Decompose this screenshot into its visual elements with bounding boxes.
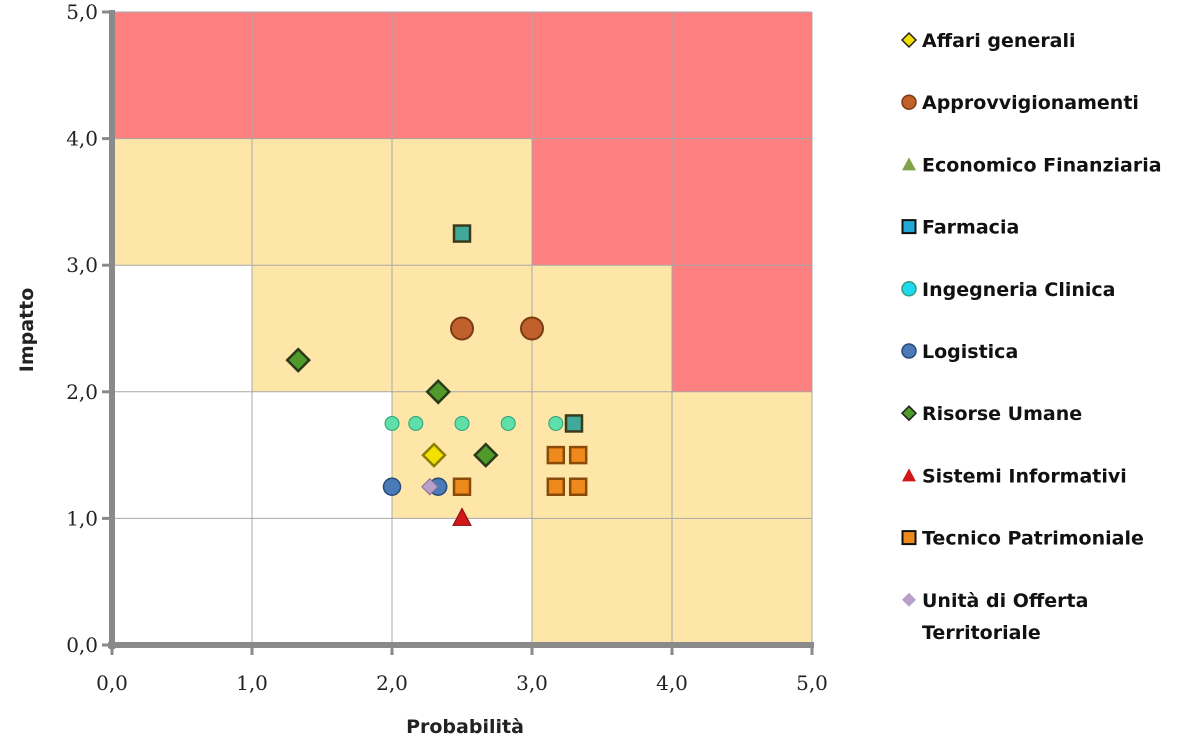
legend-item: Ingegneria Clinica (901, 279, 1116, 301)
data-point (408, 415, 424, 431)
legend-label: Farmacia (922, 217, 1019, 239)
legend-label: Tecnico Patrimoniale (922, 528, 1144, 550)
data-point (548, 415, 564, 431)
data-point (546, 445, 566, 465)
data-point (450, 316, 474, 341)
legend-item: Economico Finanziaria (902, 154, 1162, 176)
data-point (568, 477, 588, 496)
legend-item: Tecnico Patrimoniale (901, 528, 1144, 550)
y-tick-label: 0,0 (66, 633, 98, 657)
legend-marker (902, 592, 916, 607)
data-point (500, 415, 516, 431)
legend-marker (901, 94, 917, 110)
data-point (421, 478, 439, 496)
legend-label: Economico Finanziaria (922, 154, 1162, 176)
data-point (452, 507, 472, 526)
grid-lines (112, 11, 813, 645)
legend-item: Risorse Umane (900, 403, 1082, 425)
risk-zone-medium (112, 138, 532, 266)
legend-item: Farmacia (901, 217, 1019, 239)
legend-item: Sistemi Informativi (902, 465, 1127, 487)
x-tick-label: 5,0 (796, 671, 828, 695)
legend-item: Logistica (901, 341, 1018, 363)
legend-marker (902, 157, 916, 171)
data-point (384, 415, 400, 431)
y-tick-label: 1,0 (66, 506, 98, 530)
x-axis-title: Probabilità (406, 716, 524, 738)
legend-marker (902, 468, 916, 482)
tick-labels: 0,0 1,0 2,0 3,0 4,0 5,0 0,0 1,0 2,0 3,0 4,0 5,0 (66, 0, 828, 695)
data-point (452, 224, 472, 243)
y-tick-label: 2,0 (66, 380, 98, 404)
data-point (454, 415, 470, 431)
legend-label: Risorse Umane (922, 403, 1082, 425)
legend-item: Affari generali (900, 30, 1076, 52)
legend-marker (901, 530, 917, 546)
data-point (452, 477, 472, 496)
risk-zone-medium (392, 391, 812, 519)
legend-label: Ingegneria Clinica (922, 279, 1116, 301)
x-tick-label: 2,0 (376, 671, 408, 695)
risk-zone-high (672, 265, 812, 392)
y-tick-label: 5,0 (66, 0, 98, 24)
legend-item: Unità di Offerta Territoriale (902, 590, 1088, 644)
data-point (564, 414, 584, 433)
legend-marker (901, 281, 917, 297)
y-tick-label: 3,0 (66, 253, 98, 277)
legend-marker (901, 219, 917, 235)
x-tick-label: 1,0 (236, 671, 268, 695)
legend-label: Logistica (922, 341, 1018, 363)
data-point (473, 442, 499, 468)
data-point (568, 445, 588, 465)
legend-item: Approvvigionamenti (901, 92, 1139, 114)
data-point (546, 477, 566, 496)
axes (102, 10, 814, 655)
legend-label: Approvvigionamenti (922, 92, 1139, 114)
legend-label: Affari generali (922, 30, 1076, 52)
x-tick-label: 0,0 (96, 671, 128, 695)
data-point (285, 347, 311, 373)
data-point (520, 316, 544, 341)
x-tick-label: 3,0 (516, 671, 548, 695)
y-axis-title: Impatto (16, 288, 38, 373)
legend: Affari generali Approvvigionamenti Economi… (900, 30, 1162, 644)
data-point (382, 477, 402, 496)
y-tick-label: 4,0 (66, 127, 98, 151)
risk-zone-high (112, 12, 812, 139)
legend-marker (901, 343, 917, 359)
legend-label: Territoriale (922, 622, 1041, 644)
data-point (425, 379, 451, 405)
legend-label: Sistemi Informativi (922, 465, 1127, 487)
x-tick-label: 4,0 (656, 671, 688, 695)
legend-marker (900, 405, 918, 422)
data-point (421, 442, 447, 468)
legend-marker (900, 31, 918, 49)
legend-label: Unità di Offerta (922, 590, 1088, 612)
data-points (285, 224, 588, 526)
